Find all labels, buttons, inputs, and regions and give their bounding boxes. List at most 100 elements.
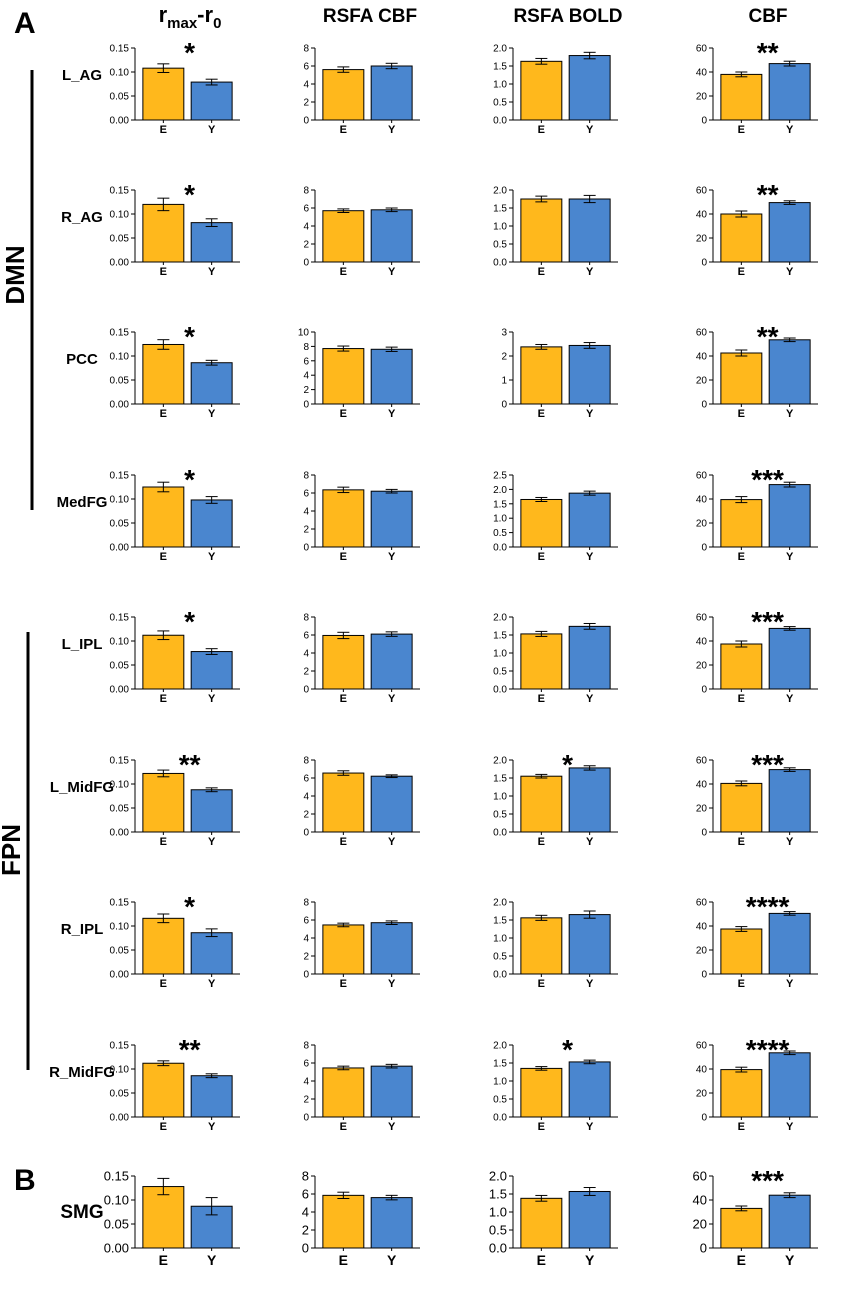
y-tick-label: 60 xyxy=(696,1041,708,1052)
y-tick-label: 0.10 xyxy=(110,922,130,933)
column-header-rmax-r0: rmax-r0 xyxy=(159,2,222,32)
bar-elderly xyxy=(520,633,563,690)
region-r-ag: R_AG 0.00 0.05 0.10 0.15 E Y * 0 2 4 6 8 E Y 0.0 0.5 1.0 1… xyxy=(61,179,818,278)
y-tick-label: 0.15 xyxy=(110,756,130,767)
x-tick-label: E xyxy=(738,836,745,848)
y-tick-label: 0.10 xyxy=(110,352,130,363)
y-tick-label: 2.0 xyxy=(493,186,507,197)
y-tick-label: 60 xyxy=(696,186,708,197)
y-tick-label: 0 xyxy=(303,685,309,696)
bar-elderly xyxy=(520,60,563,121)
y-tick-label: 0 xyxy=(302,1241,309,1256)
x-tick-label: E xyxy=(160,408,167,420)
bar-elderly xyxy=(322,772,365,833)
x-tick-label: Y xyxy=(208,693,216,705)
network-label-fpn: FPN xyxy=(0,824,26,876)
bar-young xyxy=(370,209,413,263)
y-tick-label: 0.15 xyxy=(110,471,130,482)
y-tick-label: 60 xyxy=(696,613,708,624)
y-tick-label: 20 xyxy=(696,234,708,245)
bar-young xyxy=(768,627,811,690)
x-tick-label: Y xyxy=(388,836,396,848)
bar-elderly xyxy=(142,1062,185,1118)
bar-young xyxy=(190,362,233,405)
y-tick-label: 0.05 xyxy=(110,376,130,387)
y-tick-label: 2 xyxy=(302,1223,309,1238)
y-tick-label: 0.00 xyxy=(110,543,130,554)
x-tick-label: Y xyxy=(208,836,216,848)
y-tick-label: 1.5 xyxy=(493,62,507,73)
x-tick-label: E xyxy=(160,124,167,136)
region-l-ipl: L_IPL 0.00 0.05 0.10 0.15 E Y * 0 2 4 6 8 E Y 0.0 0.5 1.0… xyxy=(62,606,818,705)
x-tick-label: Y xyxy=(786,551,794,563)
y-tick-label: 0.0 xyxy=(493,1113,507,1124)
y-tick-label: 0 xyxy=(303,543,309,554)
bar-young xyxy=(190,932,233,975)
x-tick-label: E xyxy=(160,1121,167,1133)
region-l-ag: L_AG 0.00 0.05 0.10 0.15 E Y * 0 2 4 6 8 E Y 0.0 0.5 1.0 1… xyxy=(62,37,818,136)
x-tick-label: Y xyxy=(786,693,794,705)
y-tick-label: 0 xyxy=(303,828,309,839)
y-tick-label: 6 xyxy=(303,489,309,500)
y-tick-label: 0.00 xyxy=(110,400,130,411)
region-label: R_IPL xyxy=(61,921,104,938)
bar-young xyxy=(568,767,611,833)
bar-young xyxy=(768,339,811,405)
chart-rsfa-bold: 0.0 0.5 1.0 1.5 2.0 E Y * xyxy=(493,749,618,848)
y-tick-label: 40 xyxy=(696,637,708,648)
x-tick-label: Y xyxy=(586,124,594,136)
x-tick-label: Y xyxy=(388,1121,396,1133)
significance-marker: ** xyxy=(757,37,779,68)
x-tick-label: E xyxy=(340,266,347,278)
x-tick-label: Y xyxy=(208,1121,216,1133)
column-header-rsfa-cbf: RSFA CBF xyxy=(323,6,417,27)
region-smg: SMG 0.00 0.05 0.10 0.15 E Y 0 2 4 6 8 E Y 0.0 0.5 1.0 1.5… xyxy=(60,1165,818,1268)
y-tick-label: 0.5 xyxy=(493,98,507,109)
x-tick-label: Y xyxy=(786,408,794,420)
y-tick-label: 1.0 xyxy=(493,934,507,945)
y-tick-label: 0 xyxy=(700,1241,707,1256)
y-tick-label: 8 xyxy=(303,756,309,767)
y-tick-label: 1.5 xyxy=(493,499,507,510)
y-tick-label: 2.0 xyxy=(493,756,507,767)
y-tick-label: 0 xyxy=(701,970,707,981)
chart-rsfa-bold: 0.0 0.5 1.0 1.5 2.0 2.5 E Y xyxy=(493,471,618,563)
rmax-base-text: r xyxy=(159,2,168,27)
y-tick-label: 0 xyxy=(701,685,707,696)
bar-young xyxy=(768,202,811,263)
y-tick-label: 2 xyxy=(303,525,309,536)
chart-cbf: 0 20 40 60 E Y ** xyxy=(696,321,818,420)
column-header-cbf: CBF xyxy=(748,6,787,27)
significance-marker: * xyxy=(184,891,195,922)
y-tick-label: 0.05 xyxy=(110,1089,130,1100)
y-tick-label: 4 xyxy=(303,649,309,660)
chart-rmax-r0: 0.00 0.05 0.10 0.15 E Y * xyxy=(110,37,240,136)
y-tick-label: 0.10 xyxy=(104,1193,129,1208)
chart-rmax-r0: 0.00 0.05 0.10 0.15 E Y * xyxy=(110,179,240,278)
y-tick-label: 2 xyxy=(303,385,309,396)
y-tick-label: 0.00 xyxy=(110,828,130,839)
chart-rmax-r0: 0.00 0.05 0.10 0.15 E Y ** xyxy=(110,1034,240,1133)
y-tick-label: 20 xyxy=(696,946,708,957)
y-tick-label: 0.0 xyxy=(489,1241,507,1256)
bar-elderly xyxy=(520,346,563,405)
y-tick-label: 2.0 xyxy=(493,1041,507,1052)
bar-elderly xyxy=(142,203,185,263)
significance-marker: * xyxy=(562,1034,573,1065)
x-tick-label: Y xyxy=(208,978,216,990)
y-tick-label: 8 xyxy=(303,898,309,909)
significance-marker: ** xyxy=(179,749,201,780)
y-tick-label: 8 xyxy=(302,1169,309,1184)
significance-marker: * xyxy=(184,321,195,352)
region-label: PCC xyxy=(66,351,98,368)
y-tick-label: 6 xyxy=(303,356,309,367)
y-tick-label: 40 xyxy=(696,780,708,791)
x-tick-label: E xyxy=(160,836,167,848)
y-tick-label: 0.15 xyxy=(110,44,130,55)
y-tick-label: 0.05 xyxy=(110,946,130,957)
significance-marker: *** xyxy=(751,464,784,495)
y-tick-label: 10 xyxy=(298,328,310,339)
region-label: MedFG xyxy=(57,494,108,511)
bar-elderly xyxy=(520,775,563,833)
